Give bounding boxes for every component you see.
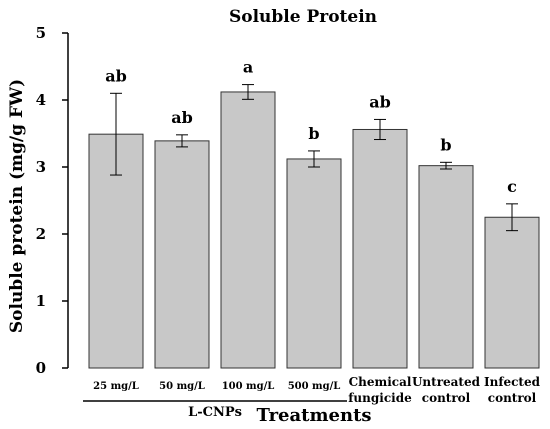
y-tick-label: 1 bbox=[36, 292, 46, 310]
category-label: 100 mg/L bbox=[222, 381, 275, 392]
significance-letter: c bbox=[507, 177, 517, 196]
significance-letter: ab bbox=[171, 108, 193, 127]
bar bbox=[154, 140, 210, 369]
category-label: control bbox=[422, 391, 471, 405]
category-label: control bbox=[488, 391, 537, 405]
bar bbox=[418, 165, 474, 369]
category-label: 500 mg/L bbox=[288, 381, 341, 392]
category-label: Untreated bbox=[412, 375, 481, 389]
category-label: fungicide bbox=[348, 391, 412, 405]
chart-title: Soluble Protein bbox=[229, 7, 377, 27]
category-label: Chemical bbox=[349, 375, 412, 389]
bar bbox=[484, 216, 540, 369]
bar bbox=[286, 158, 342, 369]
x-axis-label: Treatments bbox=[256, 405, 371, 426]
bar bbox=[352, 128, 408, 369]
group-label: L-CNPs bbox=[188, 405, 242, 420]
y-tick-label: 4 bbox=[36, 91, 46, 109]
significance-letter: ab bbox=[369, 92, 391, 111]
significance-letter: a bbox=[243, 58, 253, 77]
significance-letter: ab bbox=[105, 66, 127, 85]
bar bbox=[220, 91, 276, 369]
significance-letter: b bbox=[308, 124, 319, 143]
category-label: 50 mg/L bbox=[159, 381, 205, 392]
y-tick-label: 5 bbox=[36, 24, 46, 42]
significance-letter: b bbox=[440, 135, 451, 154]
y-tick-label: 0 bbox=[36, 359, 46, 377]
category-label: 25 mg/L bbox=[93, 381, 139, 392]
y-axis-label: Soluble protein (mg/g FW) bbox=[7, 79, 27, 333]
y-tick-label: 2 bbox=[36, 225, 46, 243]
y-tick-label: 3 bbox=[36, 158, 46, 176]
category-label: Infected bbox=[484, 375, 541, 389]
